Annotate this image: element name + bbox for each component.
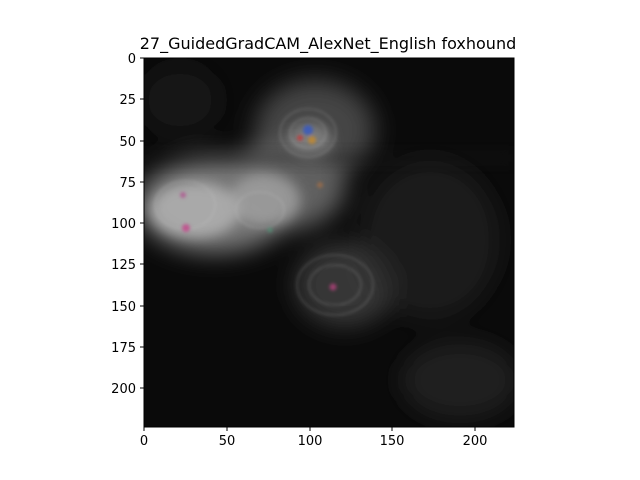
x-tick-label: 0 — [140, 434, 148, 449]
saliency-image — [144, 58, 514, 427]
colored-specks — [180, 125, 337, 291]
x-tick-label: 200 — [463, 434, 488, 449]
y-tick-label: 150 — [111, 300, 136, 315]
swirl-lower-outer — [296, 254, 374, 316]
y-tick-label: 125 — [111, 258, 136, 273]
y-tick-label: 100 — [111, 217, 136, 232]
speck-pink-upper — [180, 192, 186, 198]
y-tick-label: 175 — [111, 341, 136, 356]
bright-cores — [150, 122, 332, 238]
speck-red — [297, 135, 303, 141]
x-axis: 0 50 100 150 200 — [140, 427, 488, 449]
speck-blue — [303, 125, 313, 135]
x-tick-label: 100 — [298, 434, 323, 449]
y-tick-label: 25 — [119, 93, 136, 108]
speck-brown — [317, 182, 323, 188]
x-tick-label: 150 — [380, 434, 405, 449]
y-tick-label: 0 — [128, 52, 136, 67]
y-tick-label: 75 — [119, 176, 136, 191]
swirl-top-outer — [279, 108, 337, 158]
speck-green — [267, 227, 273, 233]
figure-title: 27_GuidedGradCAM_AlexNet_English foxhoun… — [139, 34, 517, 53]
x-tick-label: 50 — [219, 434, 236, 449]
glow-top-left — [144, 65, 220, 135]
glow-right — [360, 160, 500, 320]
dark-band — [144, 150, 514, 166]
speck-pink-lower — [329, 283, 337, 291]
y-tick-label: 200 — [111, 382, 136, 397]
y-axis: 0 25 50 75 100 125 150 175 200 — [111, 52, 144, 397]
speck-pink-left — [182, 224, 190, 232]
core-left — [150, 182, 240, 238]
swirl-lower-inner — [308, 264, 362, 306]
swirl-center — [235, 191, 285, 229]
swirl-textures — [154, 108, 374, 316]
swirl-top-inner — [289, 117, 327, 149]
glow-bottom-right — [400, 340, 514, 420]
y-tick-label: 50 — [119, 135, 136, 150]
axes-frame — [143, 57, 515, 428]
speck-orange — [308, 136, 316, 144]
core-center — [230, 174, 300, 226]
